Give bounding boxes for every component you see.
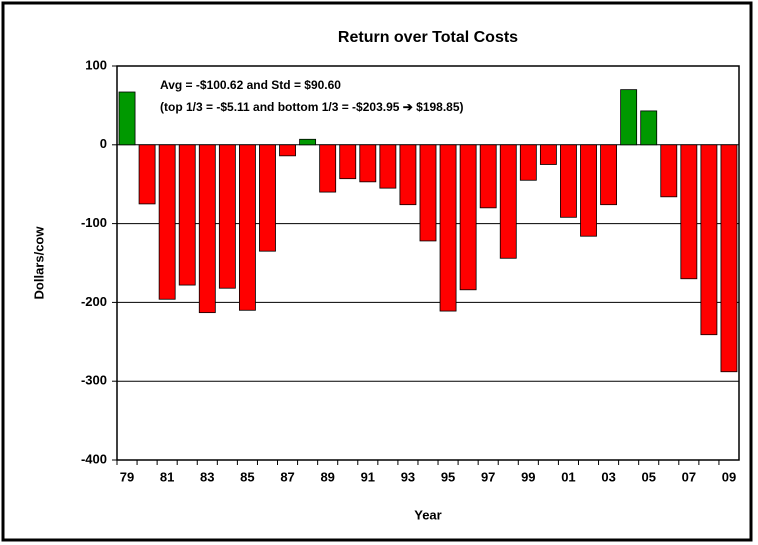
x-axis-label: Year: [414, 507, 441, 522]
bar: [118, 91, 136, 146]
bar: [198, 144, 216, 314]
x-tick-label: 09: [722, 469, 736, 484]
bar: [560, 144, 577, 218]
bar: [620, 89, 638, 146]
bar: [158, 144, 176, 300]
bar: [439, 144, 457, 312]
y-tick-label: -200: [81, 294, 107, 309]
bar: [640, 110, 658, 146]
bar: [379, 144, 397, 189]
bar: [720, 144, 738, 373]
bar: [680, 144, 698, 280]
bar: [580, 144, 597, 237]
x-tick-label: 99: [521, 469, 535, 484]
y-axis-label: Dollars/cow: [31, 226, 46, 300]
bar: [519, 144, 537, 181]
y-tick-label: 0: [100, 136, 107, 151]
bar: [600, 144, 618, 206]
x-tick-label: 79: [120, 469, 134, 484]
bar: [419, 144, 437, 242]
x-tick-label: 03: [601, 469, 615, 484]
bar: [499, 144, 517, 259]
annotation: (top 1/3 = -$5.11 and bottom 1/3 = -$203…: [160, 100, 464, 114]
bar: [138, 144, 156, 205]
y-tick-label: -400: [81, 451, 107, 466]
x-tick-label: 83: [200, 469, 214, 484]
y-tick-label: -100: [81, 215, 107, 230]
x-tick-label: 89: [320, 469, 334, 484]
y-tick-label: -300: [81, 373, 107, 388]
x-tick-label: 97: [481, 469, 495, 484]
bar: [539, 144, 557, 165]
y-tick-label: 100: [85, 57, 107, 72]
x-tick-label: 93: [401, 469, 415, 484]
bar: [700, 144, 718, 336]
x-tick-label: 85: [240, 469, 254, 484]
x-tick-label: 01: [561, 469, 575, 484]
annotation: Avg = -$100.62 and Std = $90.60: [160, 78, 341, 92]
x-tick-label: 87: [280, 469, 294, 484]
bar: [259, 144, 276, 252]
bar: [359, 144, 377, 183]
x-tick-label: 91: [361, 469, 375, 484]
bar: [660, 144, 678, 198]
bar: [279, 144, 296, 157]
bar: [399, 144, 417, 206]
bar: [479, 144, 497, 209]
bar: [238, 144, 256, 311]
x-tick-label: 81: [160, 469, 174, 484]
bar: [319, 144, 337, 193]
bar: [178, 144, 196, 286]
x-tick-label: 05: [641, 469, 655, 484]
bar: [218, 144, 236, 289]
chart-title: Return over Total Costs: [338, 29, 518, 46]
plot-frame: [116, 65, 740, 461]
bar: [459, 144, 477, 291]
x-tick-label: 95: [441, 469, 455, 484]
bar: [339, 144, 357, 180]
x-tick-label: 07: [682, 469, 696, 484]
bar: [299, 138, 317, 146]
